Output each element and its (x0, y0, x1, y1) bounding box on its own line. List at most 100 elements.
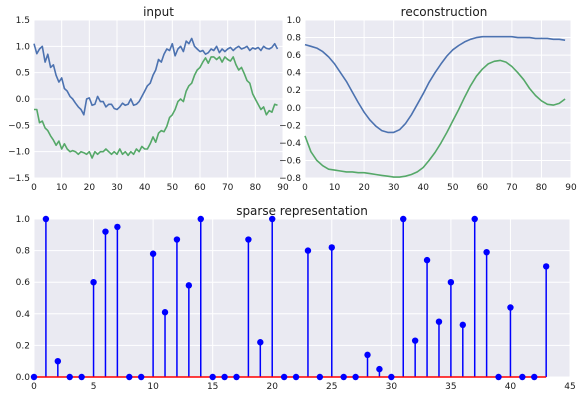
y-tick-label: −0.8 (279, 174, 301, 184)
stem-marker (30, 373, 38, 381)
stem-marker (400, 215, 407, 223)
x-tick-label: 0 (31, 183, 37, 193)
stem-marker (304, 247, 312, 254)
chart-title: sparse representation (236, 204, 368, 218)
y-tick-label: 1.5 (16, 16, 30, 26)
stem-marker (316, 373, 324, 381)
stem-marker (245, 236, 252, 243)
y-tick-label: 1.0 (16, 215, 31, 225)
x-tick-label: 35 (445, 382, 456, 392)
series-line-2 (34, 56, 278, 159)
y-tick-label: 0.6 (16, 278, 31, 288)
input-chart: −1.5 −1.0 −0.5 0.0 0.5 1.0 1.5 0 10 20 30 40 50 60 70… (8, 5, 289, 193)
y-tick-label: 0.8 (287, 34, 302, 44)
x-tick-label: 45 (564, 382, 575, 392)
y-tick-label: 0.2 (287, 86, 301, 96)
series-lines (304, 35, 566, 178)
stem-marker (161, 309, 169, 316)
stem-marker (542, 263, 550, 270)
x-tick-label: 50 (447, 183, 459, 193)
stem-marker (114, 223, 121, 231)
x-tick-label: 40 (139, 183, 151, 193)
x-tick-label: 10 (147, 382, 159, 392)
x-tick-label: 20 (266, 382, 278, 392)
stem-marker (209, 373, 216, 381)
plot-background (305, 20, 571, 178)
plot-background (34, 219, 570, 377)
x-tick-label: 70 (506, 183, 518, 193)
gridlines (33, 19, 284, 179)
x-tick-labels: 0 5 10 15 20 25 30 35 40 45 (31, 382, 576, 392)
stems (30, 215, 550, 381)
y-tick-label: 0.4 (287, 69, 302, 79)
series-line-2 (304, 59, 566, 178)
chart-title: input (143, 5, 174, 19)
x-tick-label: 10 (329, 183, 341, 193)
stem-marker (221, 373, 228, 381)
stem-marker (376, 365, 383, 373)
x-tick-labels: 0 10 20 30 40 50 60 70 80 90 (302, 183, 577, 193)
stem-marker (269, 215, 276, 223)
y-tick-label: 0.5 (16, 69, 30, 79)
chart-title: reconstruction (401, 5, 488, 19)
x-tick-label: 40 (417, 183, 429, 193)
y-tick-label: 0.0 (16, 95, 31, 105)
y-tick-label: −0.6 (279, 156, 301, 166)
stem-marker (126, 373, 133, 381)
stem-marker (447, 279, 455, 286)
y-tick-label: 0.4 (16, 310, 31, 320)
y-tick-label: −1.5 (8, 174, 30, 184)
stem-marker (423, 256, 431, 264)
y-tick-label: 0.0 (16, 373, 31, 383)
stem-marker (233, 373, 240, 381)
x-tick-label: 90 (565, 183, 577, 193)
x-tick-label: 60 (477, 183, 489, 193)
y-tick-label: 0.2 (16, 341, 30, 351)
stem-marker (328, 244, 335, 251)
stem-marker (149, 250, 157, 257)
stem-marker (388, 373, 395, 381)
y-tick-label: −0.2 (279, 121, 301, 131)
stem-marker (340, 373, 347, 381)
stem-marker (185, 282, 193, 289)
x-tick-labels: 0 10 20 30 40 50 60 70 80 90 (31, 183, 289, 193)
stem-marker (292, 373, 300, 381)
stem-marker (364, 351, 371, 359)
stem-marker (531, 373, 538, 381)
stem-marker (66, 373, 73, 381)
x-tick-label: 25 (326, 382, 337, 392)
stem-marker (352, 373, 359, 381)
stem-marker (54, 358, 62, 365)
stem-marker (138, 373, 145, 381)
y-tick-label: −1.0 (8, 148, 30, 158)
stem-marker (483, 248, 490, 256)
x-tick-label: 90 (277, 183, 289, 193)
x-tick-label: 15 (207, 382, 218, 392)
stem-marker (257, 339, 264, 346)
y-tick-labels: −0.8 −0.6 −0.4 −0.2 0.0 0.2 0.4 0.6 0.8 1.0 (279, 16, 301, 184)
stem-marker (435, 318, 443, 325)
x-tick-label: 0 (31, 382, 37, 392)
x-tick-label: 70 (222, 183, 234, 193)
y-tick-label: 1.0 (16, 42, 31, 52)
stem-marker (519, 373, 526, 381)
stem-marker (495, 373, 502, 381)
x-tick-label: 20 (84, 183, 96, 193)
y-tick-label: 0.6 (287, 51, 302, 61)
x-tick-label: 30 (111, 183, 123, 193)
series-line-1 (33, 37, 279, 116)
y-tick-label: −0.5 (8, 121, 30, 131)
y-tick-label: 0.0 (287, 104, 302, 114)
y-tick-label: −0.4 (279, 139, 301, 149)
stem-marker (173, 236, 181, 243)
x-tick-label: 10 (56, 183, 68, 193)
stem-marker (197, 215, 204, 223)
x-tick-label: 5 (91, 382, 97, 392)
x-tick-label: 30 (386, 382, 398, 392)
stem-marker (459, 321, 466, 329)
x-tick-label: 40 (505, 382, 517, 392)
stem-marker (280, 373, 288, 381)
series-lines (33, 37, 279, 159)
x-tick-label: 20 (358, 183, 370, 193)
